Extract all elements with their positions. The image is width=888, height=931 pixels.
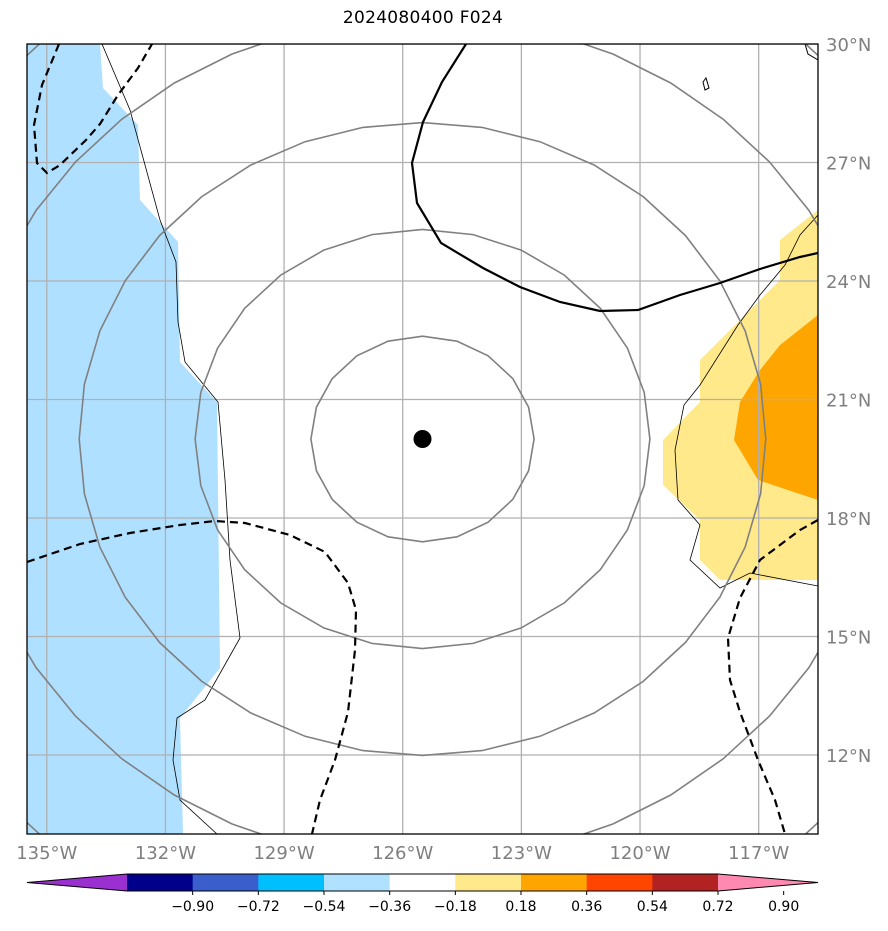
lat-label: 30°N — [826, 35, 871, 56]
colorbar-tick-label: 0.36 — [571, 899, 602, 915]
colorbar-low-extend — [27, 874, 127, 891]
range-ring — [310, 335, 535, 543]
lon-label: 120°W — [609, 843, 670, 864]
colorbar-swatch — [258, 874, 325, 891]
lat-label: 18°N — [826, 509, 871, 530]
lon-label: 126°W — [372, 843, 433, 864]
colorbar-tick-label: −0.18 — [434, 899, 477, 915]
colorbar-tick-label: −0.90 — [171, 899, 214, 915]
range-ring — [78, 121, 767, 757]
lat-lon-gridlines — [27, 44, 818, 834]
lon-label: 132°W — [135, 843, 196, 864]
colorbar-swatch — [652, 874, 719, 891]
positive-anomaly-shading — [663, 210, 818, 580]
colorbar-swatch — [586, 874, 653, 891]
strong-positive-anomaly-shading — [734, 315, 818, 500]
lon-label: 117°W — [728, 843, 789, 864]
lon-label: 129°W — [253, 843, 314, 864]
lat-label: 21°N — [826, 391, 871, 412]
range-ring — [194, 228, 651, 650]
positive-contour — [410, 44, 818, 313]
map-title: 2024080400 F024 — [342, 8, 504, 28]
colorbar-tick-label: 0.54 — [637, 899, 668, 915]
colorbar-tick-label: 0.18 — [505, 899, 536, 915]
lat-label: 15°N — [826, 628, 871, 649]
colorbar-outline — [26, 873, 819, 892]
range-ring — [27, 44, 818, 834]
coastline — [101, 44, 241, 834]
colorbar-swatch — [521, 874, 588, 891]
lat-label: 24°N — [826, 272, 871, 293]
map-frame — [26, 43, 819, 835]
colorbar-tick-label: −0.36 — [368, 899, 411, 915]
coastline — [702, 76, 710, 91]
coastline — [674, 214, 818, 589]
colorbar-tick-label: 0.72 — [702, 899, 733, 915]
colorbar-tick-label: −0.72 — [237, 899, 280, 915]
colorbar-swatch — [389, 874, 456, 891]
colorbar-tick-label: −0.54 — [303, 899, 346, 915]
lat-label: 12°N — [826, 746, 871, 767]
storm-center-marker — [413, 430, 432, 448]
colorbar-high-extend — [718, 874, 818, 891]
colorbar-tick-label: 0.90 — [768, 899, 799, 915]
lon-label: 123°W — [491, 843, 552, 864]
coastline — [804, 44, 818, 61]
colorbar-swatch — [127, 874, 194, 891]
colorbar-swatch — [192, 874, 259, 891]
negative-contour — [27, 519, 358, 834]
colorbar: −0.90 −0.72 −0.54 −0.36 −0.18 0.18 0.36 0.54 0.7… — [26, 873, 819, 915]
colorbar-swatch — [324, 874, 391, 891]
negative-contour — [32, 44, 153, 175]
lat-label: 27°N — [826, 154, 871, 175]
colorbar-swatch — [455, 874, 522, 891]
lon-label: 135°W — [16, 843, 77, 864]
